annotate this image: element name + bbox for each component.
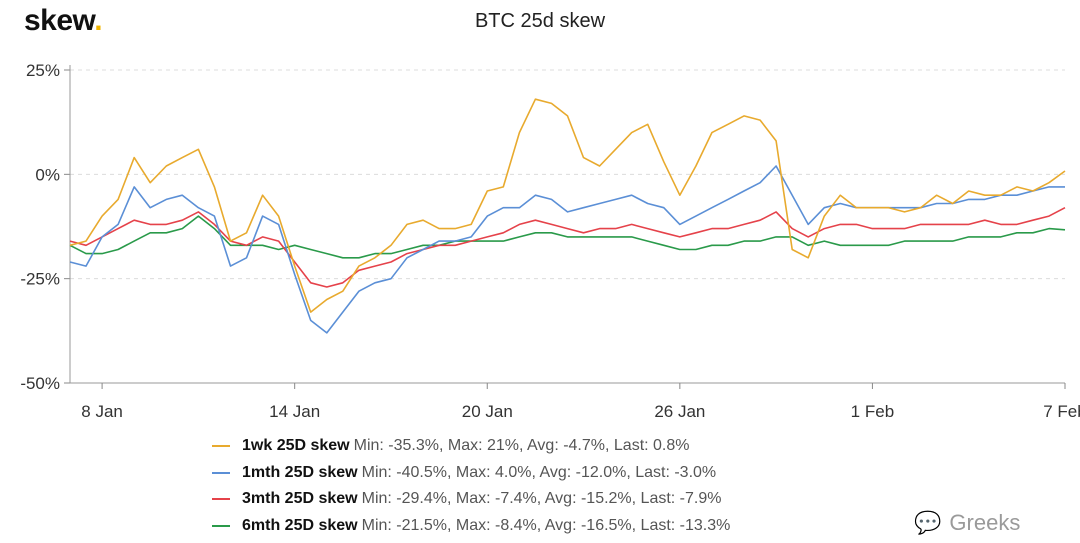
y-axis: 25% 0% -25% -50% bbox=[20, 61, 71, 393]
x-tick-label: 26 Jan bbox=[654, 402, 705, 421]
x-tick-label: 1 Feb bbox=[851, 402, 894, 421]
legend-series-name: 1wk 25D skew bbox=[242, 437, 350, 454]
y-tick-label: -50% bbox=[20, 374, 60, 393]
x-tick-label: 20 Jan bbox=[462, 402, 513, 421]
legend-series-stats: Min: -29.4%, Max: -7.4%, Avg: -15.2%, La… bbox=[361, 490, 722, 508]
legend-series-stats: Min: -21.5%, Max: -8.4%, Avg: -16.5%, La… bbox=[361, 516, 731, 534]
legend-series-name: 3mth 25D skew bbox=[242, 490, 358, 508]
x-axis: 8 Jan 14 Jan 20 Jan 26 Jan 1 Feb 7 Feb bbox=[70, 382, 1080, 421]
chart-title: BTC 25d skew bbox=[474, 10, 606, 32]
x-tick-label: 14 Jan bbox=[269, 402, 320, 421]
legend-series-name: 6mth 25D skew bbox=[242, 516, 358, 534]
y-tick-label: 25% bbox=[26, 61, 60, 80]
skew-logo: skew. bbox=[24, 4, 103, 37]
legend-item-6mth[interactable]: 6mth 25D skew Min: -21.5%, Max: -8.4%, A… bbox=[212, 513, 730, 540]
legend-series-name: 1mth 25D skew bbox=[242, 463, 358, 481]
x-tick-label: 8 Jan bbox=[81, 402, 123, 421]
legend-series-stats: Min: -40.5%, Max: 4.0%, Avg: -12.0%, Las… bbox=[361, 463, 717, 481]
legend-swatch bbox=[212, 445, 230, 448]
series-line-0 bbox=[69, 98, 1066, 313]
y-tick-label: -25% bbox=[20, 270, 60, 289]
watermark: 💬 Greeks bbox=[914, 510, 1020, 536]
series-line-1 bbox=[69, 165, 1065, 334]
legend-item-3mth[interactable]: 3mth 25D skew Min: -29.4%, Max: -7.4%, A… bbox=[212, 486, 730, 513]
x-tick-label: 7 Feb bbox=[1043, 402, 1080, 421]
series-line-3 bbox=[69, 215, 1066, 259]
legend-swatch bbox=[212, 525, 230, 528]
legend-swatch bbox=[212, 498, 230, 501]
watermark-text: Greeks bbox=[949, 510, 1021, 535]
legend-series-stats: Min: -35.3%, Max: 21%, Avg: -4.7%, Last:… bbox=[353, 437, 690, 454]
line-chart: 25% 0% -25% -50% 8 Jan 14 Jan 20 Jan 26 Jan 1 F… bbox=[20, 61, 1080, 421]
legend-swatch bbox=[212, 471, 230, 474]
wechat-icon: 💬 bbox=[914, 510, 942, 535]
y-tick-label: 0% bbox=[35, 165, 60, 184]
series-line-2 bbox=[69, 206, 1066, 288]
chart-legend: 1wk 25D skew Min: -35.3%, Max: 21%, Avg:… bbox=[212, 433, 730, 539]
legend-item-1mth[interactable]: 1mth 25D skew Min: -40.5%, Max: 4.0%, Av… bbox=[212, 460, 730, 487]
legend-item-1wk[interactable]: 1wk 25D skew Min: -35.3%, Max: 21%, Avg:… bbox=[212, 433, 730, 460]
chart-series bbox=[69, 98, 1066, 334]
chart-grid bbox=[70, 69, 1065, 280]
